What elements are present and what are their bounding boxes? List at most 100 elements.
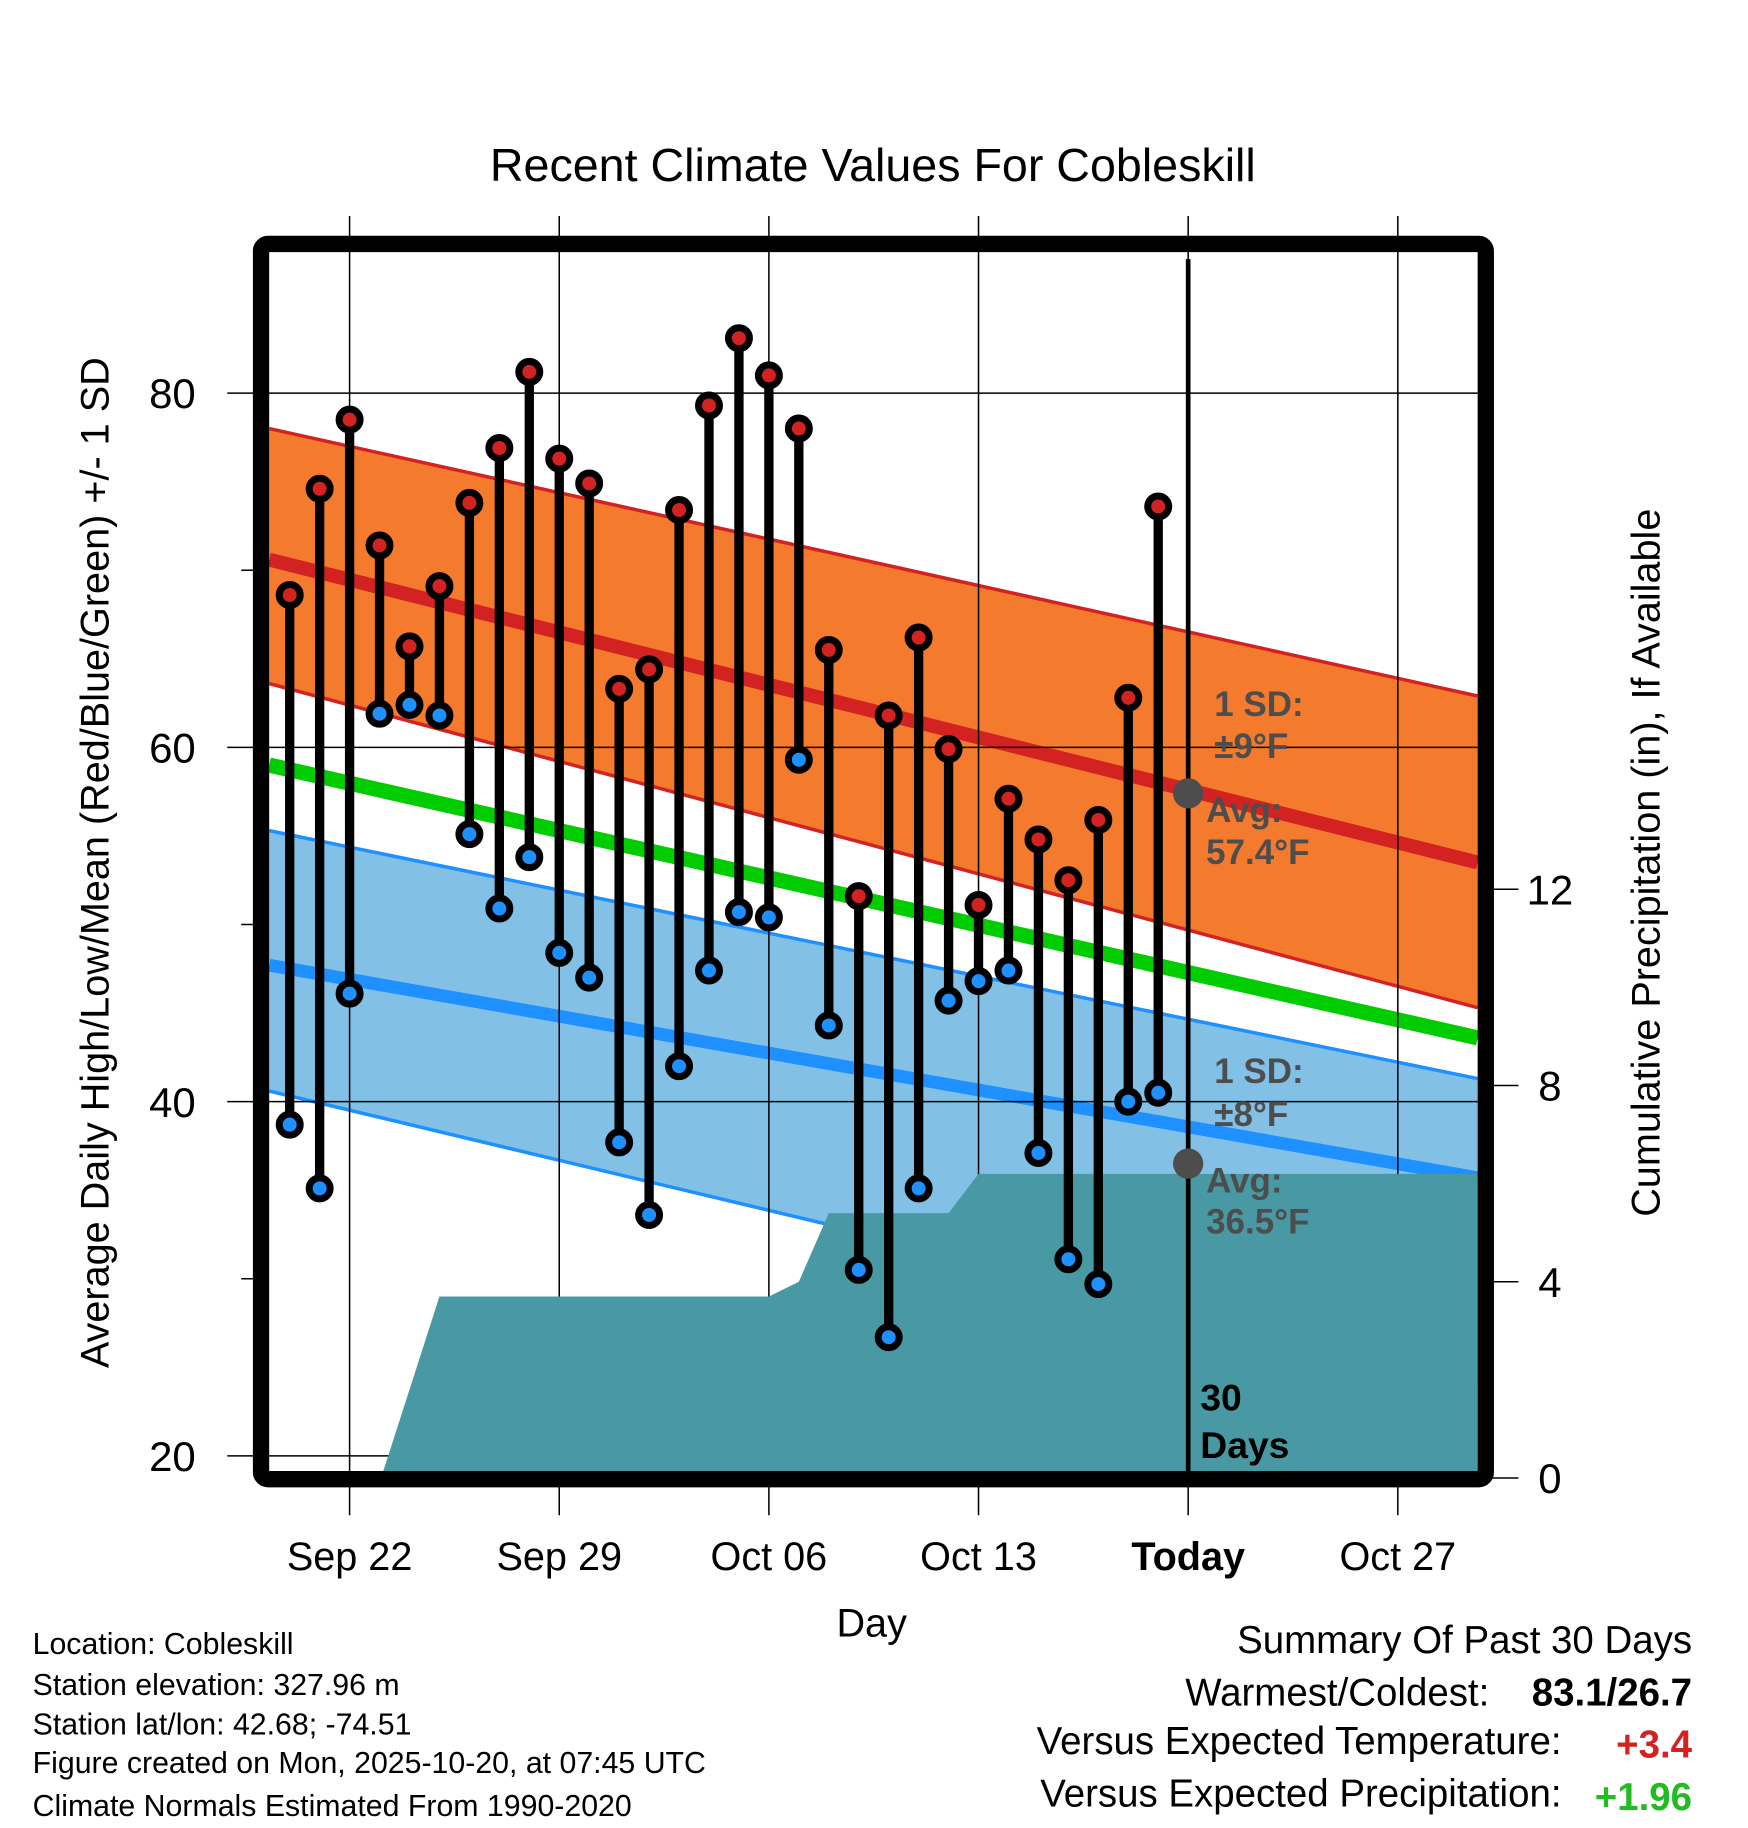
- low-point: [994, 956, 1023, 985]
- station-info: Location: Cobleskill Station elevation: …: [33, 1628, 706, 1823]
- high-point: [635, 655, 664, 684]
- low-point: [1024, 1139, 1053, 1167]
- summary-panel: Summary Of Past 30 Days Warmest/Coldest:…: [1037, 1619, 1693, 1819]
- x-tick-label: Today: [1131, 1535, 1245, 1579]
- chart-title: Recent Climate Values For Cobleskill: [490, 139, 1256, 191]
- info-normals: Climate Normals Estimated From 1990-2020: [33, 1790, 632, 1823]
- plot-border: [252, 235, 1494, 1488]
- high-point: [1054, 866, 1083, 895]
- period-unit: Days: [1200, 1424, 1289, 1466]
- high-point: [994, 784, 1023, 813]
- high-point: [605, 674, 634, 703]
- low-point: [844, 1255, 873, 1284]
- precip-vs-expected-value: +1.96: [1595, 1776, 1692, 1819]
- high-point: [695, 391, 723, 420]
- period-number: 30: [1200, 1376, 1241, 1418]
- normal-annotations: 1 SD: ±9°F Avg: 57.4°F 1 SD: ±8°F Avg: 3…: [1206, 685, 1309, 1241]
- low-point: [724, 898, 753, 927]
- low-point: [934, 986, 963, 1015]
- low-point: [904, 1174, 933, 1203]
- y-right-tick-label: 4: [1538, 1259, 1561, 1306]
- today-low-avg-marker: [1173, 1148, 1204, 1179]
- high-point: [1024, 825, 1053, 854]
- cumulative-precip-area: [381, 1173, 1478, 1479]
- y-axis-right-label: Cumulative Precipitation (in), If Availa…: [1624, 509, 1668, 1217]
- low-sd-band-upper-edge: [268, 828, 1478, 1081]
- summary-title: Summary Of Past 30 Days: [1237, 1619, 1692, 1662]
- x-tick-label: Sep 22: [287, 1535, 413, 1579]
- low-point: [425, 701, 454, 730]
- warm-cold-label: Warmest/Coldest:: [1185, 1671, 1489, 1714]
- temperature-marks: [275, 259, 1204, 1472]
- normal-low-line: [268, 958, 1479, 1185]
- info-created: Figure created on Mon, 2025-10-20, at 07…: [33, 1747, 706, 1780]
- low-point: [874, 1323, 903, 1352]
- high-point: [784, 414, 813, 443]
- high-point: [1114, 683, 1143, 712]
- low-point: [365, 699, 394, 728]
- high-point: [425, 572, 454, 601]
- high-point: [964, 891, 993, 919]
- low-point: [395, 690, 424, 719]
- low-point: [1054, 1245, 1083, 1274]
- low-point: [1084, 1270, 1113, 1299]
- high-sd-band-upper-edge: [268, 426, 1479, 698]
- low-point: [455, 820, 484, 849]
- temp-vs-expected-value: +3.4: [1616, 1724, 1693, 1767]
- low-point: [635, 1200, 664, 1229]
- high-point: [1084, 805, 1113, 834]
- high-sd-value: ±9°F: [1214, 727, 1288, 766]
- x-axis-label: Day: [836, 1602, 907, 1646]
- info-location: Location: Cobleskill: [33, 1628, 294, 1661]
- low-point: [515, 843, 544, 872]
- plot-frame: [252, 235, 1494, 1488]
- x-tick-label: Sep 29: [496, 1535, 622, 1579]
- low-point: [665, 1052, 694, 1081]
- axis-ticks: Sep 22 Sep 29 Oct 06 Oct 13 Today Oct 2720406…: [149, 370, 1573, 1579]
- high-point: [934, 735, 963, 764]
- low-point: [754, 903, 783, 932]
- high-point: [904, 623, 933, 652]
- high-point: [724, 324, 753, 353]
- low-point: [605, 1128, 634, 1157]
- high-point: [844, 882, 873, 911]
- low-avg-value: 36.5°F: [1206, 1202, 1309, 1241]
- high-avg-label: Avg:: [1206, 791, 1282, 830]
- high-point: [874, 701, 903, 730]
- x-tick-label: Oct 27: [1339, 1535, 1456, 1579]
- low-point: [1114, 1087, 1143, 1116]
- y-right-tick-label: 12: [1527, 866, 1574, 913]
- low-point: [305, 1174, 334, 1203]
- low-point: [814, 1011, 843, 1040]
- low-point: [575, 963, 604, 992]
- low-sd-value: ±8°F: [1214, 1095, 1288, 1134]
- high-point: [545, 444, 574, 473]
- temp-vs-expected-label: Versus Expected Temperature:: [1037, 1720, 1562, 1763]
- y-tick-label: 80: [149, 370, 196, 417]
- high-point: [515, 357, 544, 386]
- precip-vs-expected-label: Versus Expected Precipitation:: [1040, 1773, 1561, 1816]
- high-point: [814, 635, 843, 664]
- low-avg-label: Avg:: [1206, 1162, 1282, 1201]
- x-tick-label: Oct 06: [711, 1535, 828, 1579]
- low-point: [275, 1110, 304, 1139]
- low-point: [545, 938, 574, 967]
- precipitation-area: [381, 1173, 1478, 1479]
- high-point: [275, 581, 304, 610]
- high-point: [665, 496, 694, 524]
- y-tick-label: 60: [149, 725, 196, 772]
- high-avg-value: 57.4°F: [1206, 833, 1309, 872]
- today-high-avg-marker: [1173, 778, 1204, 809]
- high-point: [485, 434, 514, 462]
- y-tick-label: 20: [149, 1433, 196, 1480]
- high-sd-label: 1 SD:: [1214, 685, 1303, 724]
- low-point: [784, 745, 813, 774]
- high-point: [335, 405, 364, 434]
- x-tick-label: Oct 13: [920, 1535, 1037, 1579]
- low-sd-label: 1 SD:: [1214, 1052, 1303, 1091]
- high-point: [305, 474, 334, 503]
- info-latlon: Station lat/lon: 42.68; -74.51: [33, 1708, 412, 1741]
- high-point: [455, 488, 484, 517]
- high-point: [365, 531, 394, 560]
